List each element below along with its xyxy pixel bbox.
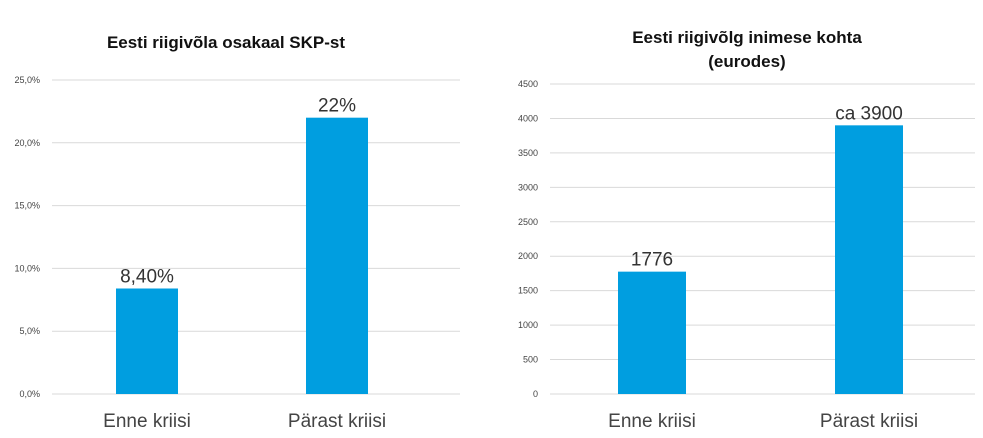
data-label: 1776 (631, 250, 673, 271)
data-label: 22% (318, 96, 356, 117)
chart-debt-gdp-share: Eesti riigivõla osakaal SKP-st 0,0% 5,0% 10… (14, 33, 460, 432)
bar (306, 117, 368, 395)
y-tick-label: 5,0% (19, 326, 40, 336)
y-tick-label: 10,0% (14, 263, 40, 273)
x-category-label: Pärast kriisi (288, 411, 386, 432)
y-tick-label: 15,0% (14, 201, 40, 211)
chart-title: (eurodes) (708, 52, 785, 71)
y-tick-label: 1500 (518, 286, 538, 296)
x-category-label: Pärast kriisi (820, 411, 918, 432)
y-tick-label: 4000 (518, 113, 538, 123)
chart-debt-per-person: Eesti riigivõlg inimese kohta (eurodes) 0 5… (518, 28, 975, 432)
y-tick-label: 2000 (518, 251, 538, 261)
y-tick-label: 2500 (518, 217, 538, 227)
y-tick-label: 1000 (518, 320, 538, 330)
chart-title: Eesti riigivõlg inimese kohta (632, 28, 862, 47)
bar (835, 125, 903, 394)
y-tick-label: 4500 (518, 79, 538, 89)
bar (618, 271, 686, 394)
data-label: 8,40% (120, 266, 174, 287)
y-tick-label: 0 (533, 389, 538, 399)
chart-title: Eesti riigivõla osakaal SKP-st (107, 33, 345, 52)
y-tick-label: 500 (523, 355, 538, 365)
data-label: ca 3900 (835, 103, 903, 124)
x-category-label: Enne kriisi (103, 411, 191, 432)
y-tick-label: 3000 (518, 182, 538, 192)
x-category-label: Enne kriisi (608, 411, 696, 432)
y-tick-label: 0,0% (19, 389, 40, 399)
y-tick-label: 25,0% (14, 75, 40, 85)
y-tick-label: 3500 (518, 148, 538, 158)
y-tick-label: 20,0% (14, 138, 40, 148)
bar (116, 288, 178, 394)
